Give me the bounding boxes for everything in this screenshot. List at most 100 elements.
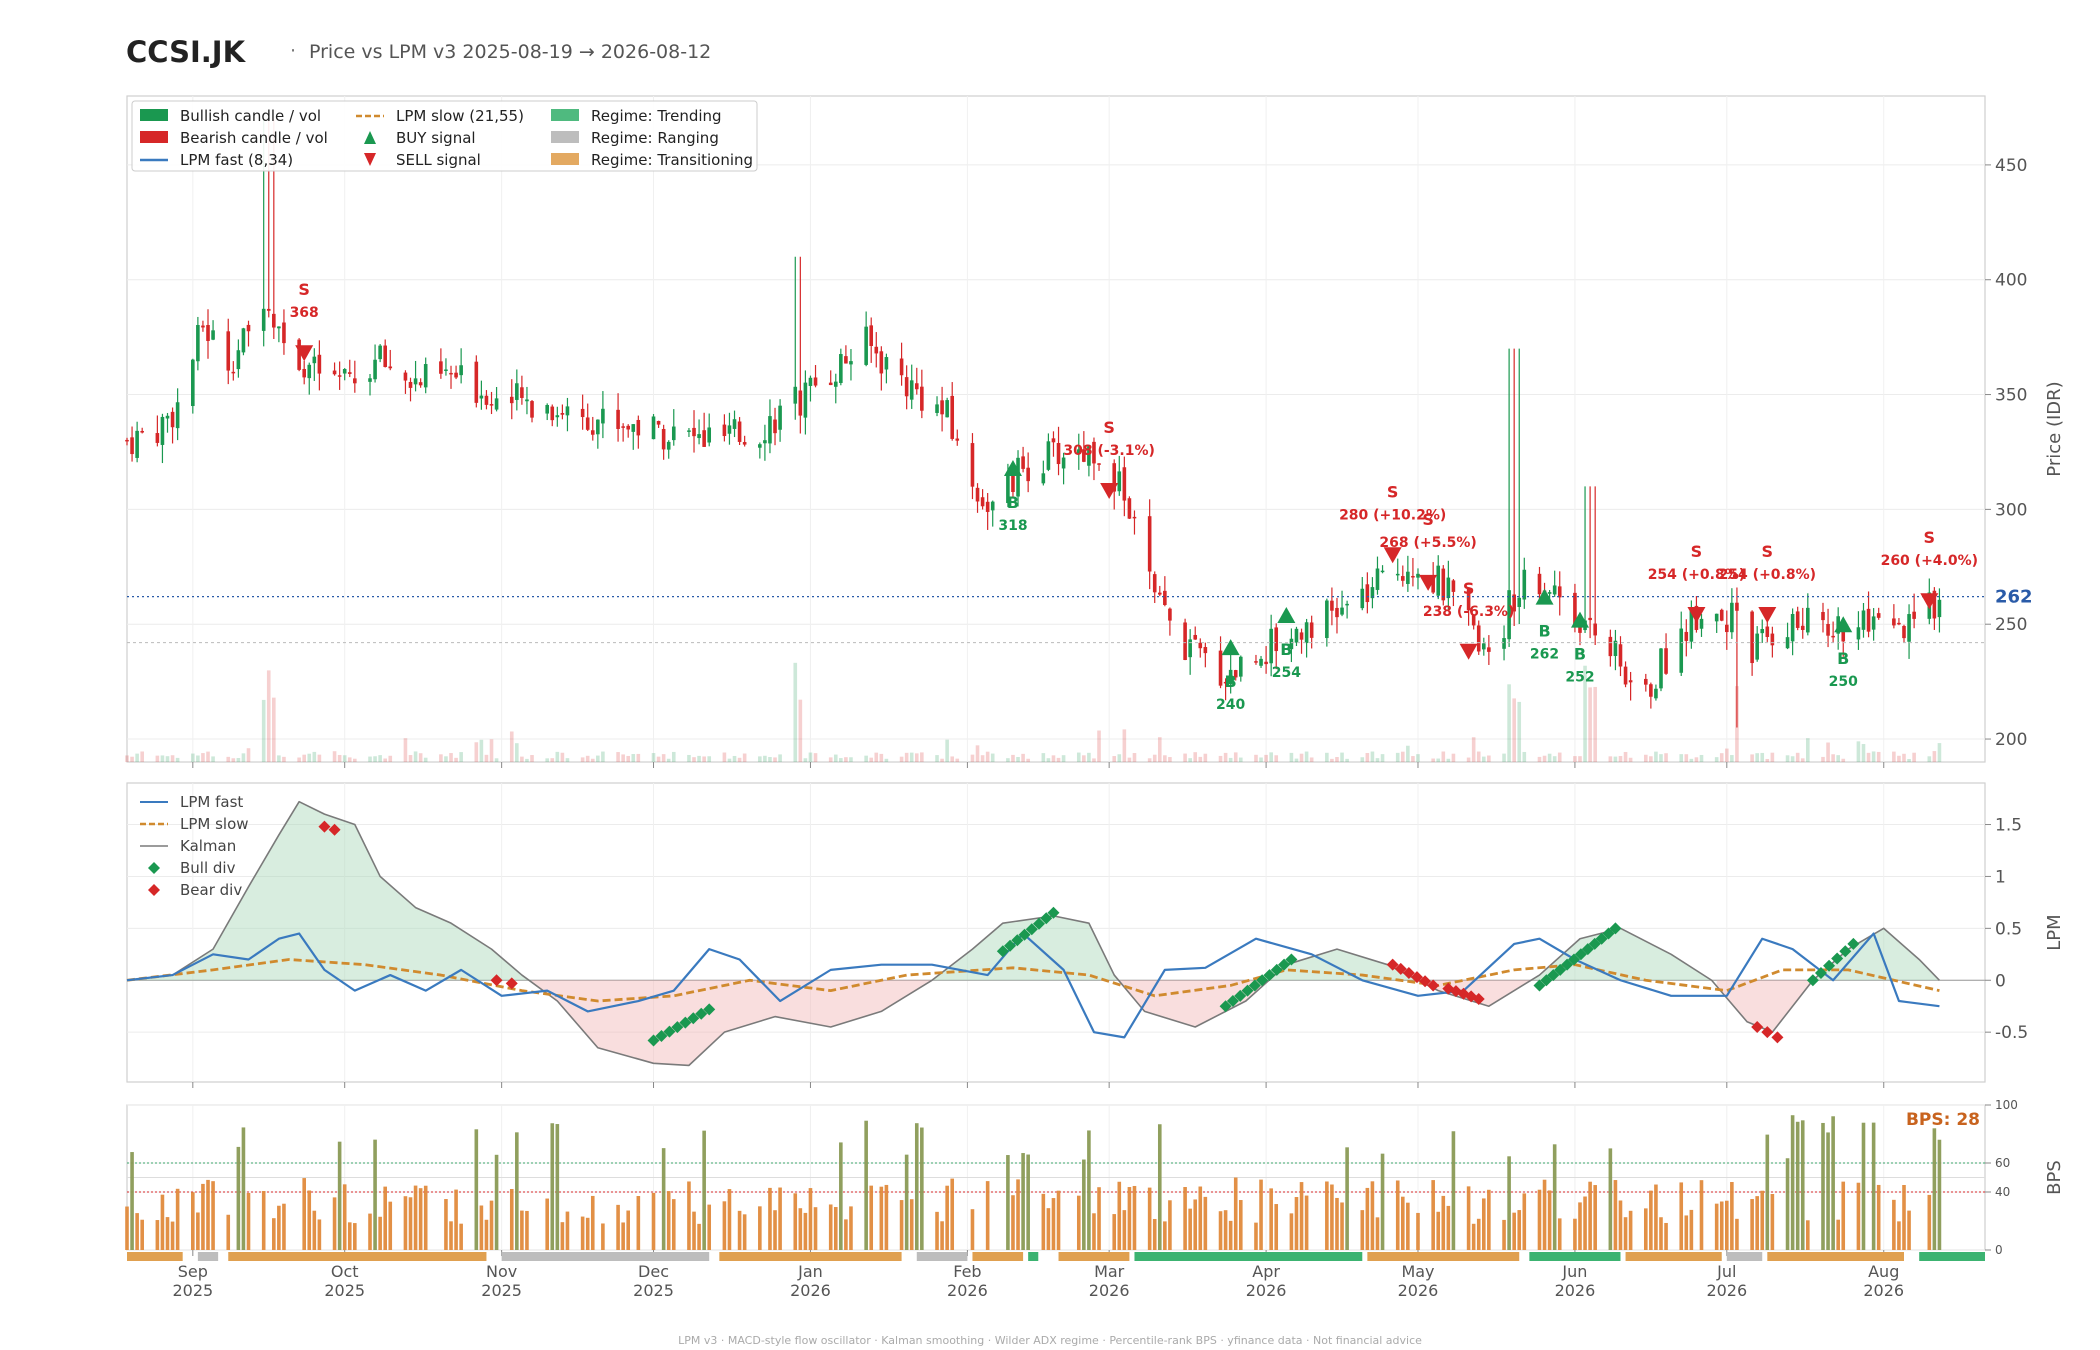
volume-bar xyxy=(565,758,570,762)
volume-bar xyxy=(1380,754,1385,762)
bps-bar xyxy=(1122,1210,1127,1250)
bps-bar xyxy=(950,1178,955,1250)
volume-bar xyxy=(332,751,337,762)
bps-bar xyxy=(1659,1217,1663,1250)
bps-bar xyxy=(312,1210,317,1250)
bear-candle xyxy=(621,426,625,428)
bull-div-marker xyxy=(663,1025,676,1038)
volume-bar xyxy=(1902,753,1906,762)
volume-bar xyxy=(616,752,620,762)
volume-bar xyxy=(211,756,215,762)
bps-bar xyxy=(277,1205,281,1250)
bps-bar xyxy=(550,1123,555,1250)
bull-div-marker xyxy=(1533,979,1546,992)
volume-bar xyxy=(261,699,266,762)
volume-bar xyxy=(803,758,808,762)
bull-candle xyxy=(833,381,838,387)
bear-candle xyxy=(388,366,393,369)
bull-candle xyxy=(601,408,605,424)
bps-bar xyxy=(130,1152,134,1250)
bps-bar xyxy=(1406,1202,1410,1250)
bull-div-marker xyxy=(1588,937,1601,950)
sell-signal-icon xyxy=(1419,574,1438,591)
volume-bar xyxy=(1623,751,1628,762)
regime-segment-ranging xyxy=(916,1252,968,1261)
bps-bar xyxy=(884,1184,889,1250)
bear-candle xyxy=(1537,573,1542,595)
volume-bar xyxy=(1471,737,1476,762)
volume-bar xyxy=(1132,753,1137,762)
bear-candle xyxy=(520,387,524,398)
sell-signal-marker: S xyxy=(1387,482,1399,501)
bull-div-marker xyxy=(687,1012,700,1025)
bps-bar xyxy=(1593,1185,1597,1250)
volume-bar xyxy=(950,756,955,762)
bear-candle xyxy=(418,382,423,386)
volume-bar xyxy=(874,752,879,762)
bps-bar xyxy=(1902,1184,1906,1250)
volume-bar xyxy=(1021,753,1025,762)
bps-bar xyxy=(909,1199,914,1250)
volume-bar xyxy=(702,756,706,762)
bull-candle xyxy=(423,364,428,388)
bear-candle xyxy=(1866,608,1871,632)
positive-area xyxy=(127,801,533,981)
volume-bar xyxy=(1183,753,1187,762)
bear-candle xyxy=(1628,680,1633,683)
bps-bar xyxy=(302,1178,306,1250)
down-triangle-icon xyxy=(364,153,376,166)
positive-area xyxy=(1534,928,1717,981)
volume-bar xyxy=(1689,758,1694,762)
bps-bar xyxy=(697,1223,701,1250)
bear-div-marker xyxy=(1771,1031,1784,1044)
x-tick-month: Jan xyxy=(797,1262,823,1281)
bull-candle xyxy=(1340,607,1344,615)
price-panel: 200 250 300 350 400 450 Price (IDR) 262 S 368 B 318… xyxy=(125,95,2065,768)
bps-bar xyxy=(1583,1196,1587,1250)
bear-candle xyxy=(272,313,276,328)
bull-candle xyxy=(1395,573,1400,576)
volume-bar xyxy=(692,757,696,762)
bear-candle xyxy=(813,377,818,386)
bull-div-marker xyxy=(1263,969,1276,982)
volume-bar xyxy=(140,751,144,762)
volume-bar xyxy=(479,739,484,762)
bps-bar xyxy=(636,1196,641,1250)
buy-signal-marker: B xyxy=(1225,672,1237,691)
legend-label: Bearish candle / vol xyxy=(180,129,328,147)
volume-bar xyxy=(509,731,514,762)
sell-signal-icon xyxy=(295,345,314,362)
bps-bar xyxy=(1163,1221,1167,1250)
bear-candle xyxy=(737,421,742,442)
bps-bar xyxy=(1841,1181,1846,1250)
bps-bar xyxy=(1400,1196,1405,1250)
bull-candle xyxy=(1552,585,1557,595)
bps-bar xyxy=(1826,1132,1830,1250)
volume-bar xyxy=(160,755,165,762)
bear-candle xyxy=(661,428,666,450)
x-tick-month: Dec xyxy=(638,1262,669,1281)
bps-bar xyxy=(165,1217,170,1250)
bull-candle xyxy=(1689,608,1694,642)
y-tick-label: 1 xyxy=(1995,867,2006,887)
legend-label: LPM slow xyxy=(180,815,249,833)
volume-bar xyxy=(175,757,180,762)
volume-bar xyxy=(1431,758,1435,762)
bear-candle xyxy=(509,396,514,404)
bps-bar xyxy=(1790,1115,1795,1250)
volume-bar xyxy=(1238,757,1243,762)
bull-candle xyxy=(1228,669,1233,685)
bear-candle xyxy=(1411,575,1415,578)
bull-div-marker xyxy=(647,1034,660,1047)
bull-candle xyxy=(1679,628,1684,673)
sell-signal-marker: S xyxy=(298,280,310,299)
bull-div-marker-group xyxy=(647,906,1860,1047)
volume-bar xyxy=(935,755,939,762)
bull-candle xyxy=(135,430,139,458)
bps-bar xyxy=(545,1198,550,1250)
volume-bar xyxy=(1163,755,1167,762)
bps-bars xyxy=(125,1115,1942,1250)
volume-bar xyxy=(1836,755,1840,762)
bull-div-marker xyxy=(679,1016,692,1029)
buy-signal-label: 252 xyxy=(1565,670,1594,686)
